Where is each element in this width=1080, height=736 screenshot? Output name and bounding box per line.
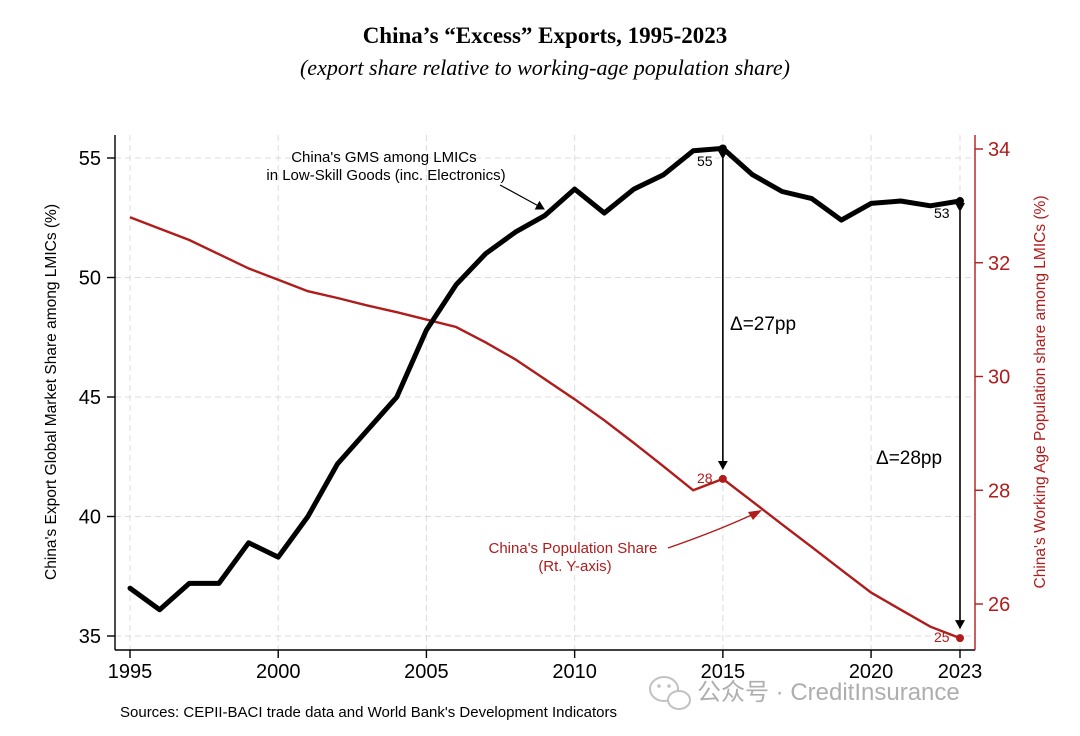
delta-28pp-label: Δ=28pp <box>876 448 942 469</box>
pop-2023-label: 25 <box>934 629 950 645</box>
right-axis-title: China's Working Age Population share amo… <box>1032 196 1049 589</box>
gms-2023-label: 53 <box>934 205 950 221</box>
left-axis-title: China's Export Global Market Share among… <box>43 204 60 580</box>
gms-2015-point <box>718 144 727 153</box>
chart-title: China’s “Excess” Exports, 1995-2023 <box>363 23 728 48</box>
pop-2015-label: 28 <box>697 470 713 486</box>
watermark-text: 公众号 · CreditInsurance <box>697 679 960 706</box>
left-tick-label: 35 <box>79 626 101 648</box>
x-tick-label: 2000 <box>256 661 301 683</box>
left-tick-label: 55 <box>79 148 101 170</box>
left-tick-label: 40 <box>79 507 101 529</box>
left-tick-label: 50 <box>79 268 101 290</box>
x-tick-label: 2020 <box>849 661 894 683</box>
gms-line <box>127 145 963 613</box>
right-tick-label: 30 <box>988 367 1010 389</box>
gms-label-arrow <box>499 184 545 210</box>
left-axis-ticks: 35 40 45 50 55 <box>79 148 115 648</box>
right-tick-label: 26 <box>988 594 1010 616</box>
x-tick-label: 2010 <box>552 661 597 683</box>
chart-subtitle: (export share relative to working-age po… <box>300 55 790 80</box>
left-tick-label: 45 <box>79 387 101 409</box>
right-axis-ticks: 26 28 30 32 34 <box>975 139 1010 616</box>
pop-2015-point <box>718 474 727 483</box>
pop-label-arrow <box>667 511 759 549</box>
pop-series-label: China's Population Share (Rt. Y-axis) <box>489 540 662 575</box>
population-share-line <box>129 216 961 640</box>
pop-2023-point <box>956 634 964 643</box>
wechat-icon <box>649 676 691 710</box>
pop-label-arrowhead <box>748 510 762 520</box>
x-tick-label: 2005 <box>404 661 449 683</box>
right-tick-label: 32 <box>988 253 1010 275</box>
x-axis-ticks: 1995 2000 2005 2010 2015 2020 2023 <box>108 650 983 683</box>
source-note: Sources: CEPII-BACI trade data and World… <box>120 704 617 721</box>
watermark: 公众号 · CreditInsurance <box>649 676 960 710</box>
delta-27pp-label: Δ=27pp <box>730 314 796 335</box>
right-tick-label: 34 <box>988 139 1010 161</box>
x-tick-label: 2015 <box>701 661 746 683</box>
x-tick-label: 1995 <box>108 661 153 683</box>
right-tick-label: 28 <box>988 480 1010 502</box>
gms-2023-point <box>956 197 964 206</box>
gms-series-label: China's GMS among LMICs in Low-Skill Goo… <box>266 149 505 184</box>
gms-2015-label: 55 <box>697 153 713 169</box>
x-tick-label: 2023 <box>938 661 983 683</box>
